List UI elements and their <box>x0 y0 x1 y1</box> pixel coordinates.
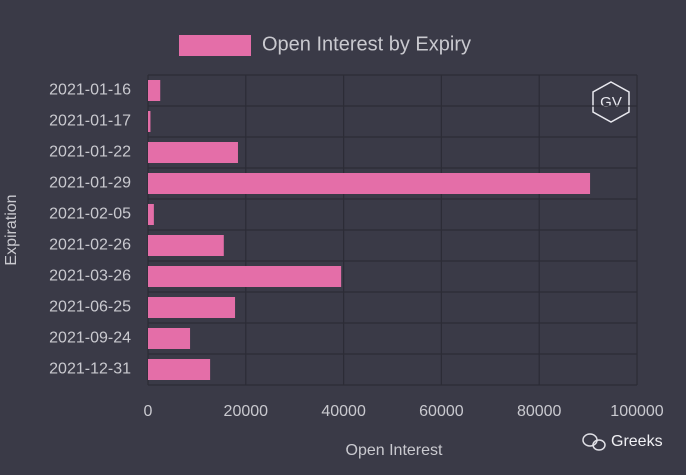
watermark: Greeks <box>582 433 663 451</box>
y-tick-label: 2021-02-26 <box>49 237 131 254</box>
bar <box>148 297 236 318</box>
bar <box>148 173 591 194</box>
y-tick-label: 2021-03-26 <box>49 268 131 285</box>
y-axis-title: Expiration <box>3 194 20 265</box>
x-tick-label: 80000 <box>517 403 562 420</box>
y-tick-label: 2021-09-24 <box>49 330 131 347</box>
legend-swatch <box>179 35 251 56</box>
legend-label: Open Interest by Expiry <box>262 33 471 55</box>
logo-text: GV <box>600 94 622 111</box>
bar <box>148 235 224 256</box>
y-tick-label: 2021-06-25 <box>49 299 131 316</box>
bar <box>148 111 151 132</box>
logo: GV <box>592 81 630 123</box>
bar <box>148 80 161 101</box>
bar <box>148 328 191 349</box>
bar <box>148 204 154 225</box>
y-tick-label: 2021-01-22 <box>49 144 131 161</box>
watermark-text: Greeks <box>611 433 663 450</box>
y-tick-label: 2021-01-17 <box>49 113 131 130</box>
bar <box>148 266 342 287</box>
x-tick-label: 100000 <box>610 403 663 420</box>
y-tick-label: 2021-12-31 <box>49 361 131 378</box>
x-tick-label: 60000 <box>419 403 464 420</box>
watermark-icon <box>592 439 606 451</box>
x-tick-label: 20000 <box>224 403 269 420</box>
bar <box>148 142 238 163</box>
y-tick-label: 2021-01-29 <box>49 175 131 192</box>
x-tick-label: 0 <box>144 403 153 420</box>
logo-hexagon <box>592 81 630 123</box>
x-tick-label: 40000 <box>321 403 366 420</box>
y-tick-label: 2021-02-05 <box>49 206 131 223</box>
x-axis-title: Open Interest <box>346 442 444 459</box>
bar <box>148 359 211 380</box>
y-tick-label: 2021-01-16 <box>49 82 131 99</box>
